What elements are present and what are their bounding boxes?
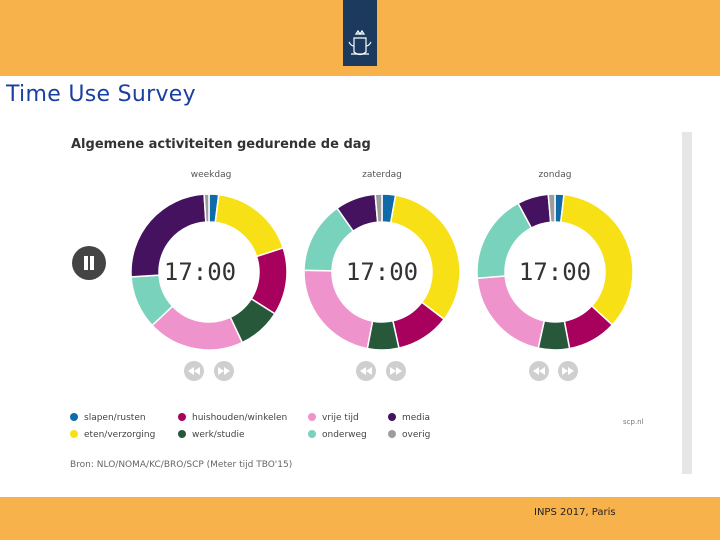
legend-swatch (178, 413, 186, 421)
fast-forward-icon (218, 367, 230, 375)
day-label-zaterdag: zaterdag (362, 170, 402, 180)
fast-forward-icon (562, 367, 574, 375)
donut-center-weekdag (159, 222, 259, 322)
donut-center-zondag (505, 222, 605, 322)
legend-label: onderweg (322, 430, 367, 440)
rewind-button-zaterdag[interactable] (356, 361, 376, 381)
legend-swatch (70, 413, 78, 421)
legend-item[interactable]: vrije tijd (308, 413, 359, 423)
time-readout-zaterdag: 17:00 (345, 258, 419, 286)
day-label-weekdag: weekdag (190, 170, 232, 180)
legend-label: slapen/rusten (84, 413, 146, 423)
rewind-button-weekdag[interactable] (184, 361, 204, 381)
legend-item[interactable]: media (388, 413, 430, 423)
slide-title: Time Use Survey (6, 82, 196, 107)
chart-title: Algemene activiteiten gedurende de dag (71, 137, 371, 152)
donut-center-zaterdag (332, 222, 432, 322)
forward-button-zondag[interactable] (558, 361, 578, 381)
legend-swatch (70, 430, 78, 438)
legend-swatch (308, 413, 316, 421)
source-text: Bron: NLO/NOMA/KC/BRO/SCP (Meter tijd TB… (70, 460, 293, 470)
rewind-icon (533, 367, 545, 375)
fast-forward-icon (390, 367, 402, 375)
legend-item[interactable]: eten/verzorging (70, 430, 155, 440)
legend-item[interactable]: overig (388, 430, 430, 440)
legend: slapen/rusten huishouden/winkelen vrije … (70, 413, 490, 453)
time-readout-zondag: 17:00 (518, 258, 592, 286)
crown-lion-emblem-icon (343, 0, 377, 66)
footer-bar (0, 497, 720, 540)
rewind-icon (188, 367, 200, 375)
legend-swatch (388, 413, 396, 421)
rewind-button-zondag[interactable] (529, 361, 549, 381)
legend-item[interactable]: slapen/rusten (70, 413, 146, 423)
forward-button-zaterdag[interactable] (386, 361, 406, 381)
legend-label: eten/verzorging (84, 430, 156, 440)
forward-button-weekdag[interactable] (214, 361, 234, 381)
scrollbar[interactable] (682, 132, 692, 474)
footer-text: INPS 2017, Paris (534, 507, 616, 518)
source-link[interactable]: scp.nl (623, 418, 644, 426)
legend-label: media (402, 413, 431, 423)
rewind-icon (360, 367, 372, 375)
legend-item[interactable]: huishouden/winkelen (178, 413, 287, 423)
legend-label: werk/studie (192, 430, 245, 440)
legend-label: huishouden/winkelen (192, 413, 288, 423)
legend-item[interactable]: werk/studie (178, 430, 245, 440)
legend-label: vrije tijd (322, 413, 359, 423)
legend-swatch (308, 430, 316, 438)
pause-button[interactable] (72, 246, 106, 280)
legend-swatch (178, 430, 186, 438)
legend-item[interactable]: onderweg (308, 430, 367, 440)
legend-swatch (388, 430, 396, 438)
time-readout-weekdag: 17:00 (163, 258, 237, 286)
day-label-zondag: zondag (538, 170, 572, 180)
legend-label: overig (402, 430, 431, 440)
